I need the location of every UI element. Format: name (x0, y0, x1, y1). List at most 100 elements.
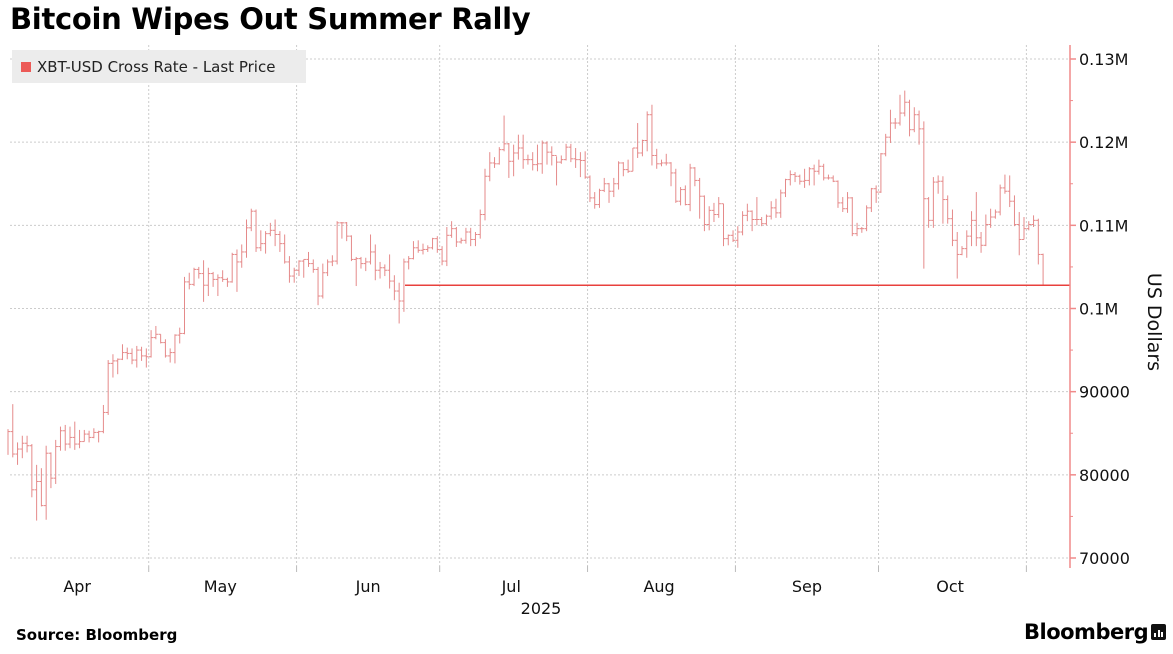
ohlc-bar (969, 211, 974, 247)
x-tick-label: Sep (792, 577, 822, 596)
y-tick-label: 0.11M (1079, 216, 1128, 235)
ohlc-bar (77, 429, 82, 449)
ohlc-bar (43, 445, 49, 520)
ohlc-bar (687, 163, 693, 212)
ohlc-bar (778, 189, 783, 218)
ohlc-bar (153, 325, 159, 340)
ohlc-bar (1036, 218, 1041, 265)
ohlc-bar (430, 237, 435, 250)
ohlc-bar (878, 152, 884, 193)
ohlc-bar (854, 222, 860, 237)
ohlc-bar (792, 172, 798, 183)
ohlc-bar (978, 231, 984, 253)
ohlc-bar (964, 230, 969, 258)
x-tick-label: Oct (936, 577, 964, 596)
legend: XBT-USD Cross Rate - Last Price (12, 50, 306, 83)
ohlc-bar (902, 90, 907, 117)
ohlc-bar (229, 252, 235, 283)
ohlc-bar (559, 155, 564, 164)
ohlc-bar (740, 211, 745, 236)
y-tick-label: 0.1M (1079, 300, 1118, 319)
ohlc-bar (110, 354, 116, 378)
ohlc-bar (745, 203, 750, 222)
ohlc-bar (497, 147, 502, 165)
ohlc-bar (1012, 195, 1017, 227)
ohlc-bar (373, 244, 378, 281)
ohlc-bar (907, 99, 912, 137)
ohlc-bar (306, 251, 311, 267)
ohlc-bar (468, 227, 473, 247)
gridlines (10, 45, 1070, 566)
ohlc-bar (258, 230, 264, 252)
ohlc-bar (387, 254, 392, 289)
ohlc-bar (220, 270, 225, 282)
ohlc-bar (439, 246, 445, 266)
ohlc-bar (10, 404, 15, 458)
ohlc-bar (139, 346, 144, 361)
ohlc-bar (811, 164, 817, 186)
ohlc-bar (144, 348, 149, 368)
ohlc-bar (272, 219, 278, 247)
ohlc-bar (377, 261, 383, 279)
ohlc-bar (935, 175, 941, 194)
ohlc-bar (425, 245, 430, 252)
ohlc-bar (592, 192, 597, 209)
ohlc-bar (363, 257, 368, 272)
ohlc-bar (86, 430, 92, 443)
ohlc-bar (239, 244, 244, 268)
ohlc-bar (1017, 212, 1022, 256)
ohlc-bar (611, 177, 616, 198)
ohlc-bar (91, 428, 97, 439)
ohlc-bar (730, 230, 736, 242)
ohlc-bar (644, 111, 650, 152)
ohlc-bar (873, 185, 879, 203)
ohlc-bar (540, 140, 545, 174)
ohlc-bar (831, 175, 836, 183)
ohlc-bar (482, 168, 488, 221)
x-axis: Apr May Jun Jul Aug Sep Oct (63, 566, 1027, 596)
ohlc-bar (7, 429, 11, 455)
ohlc-bar (148, 330, 154, 358)
ohlc-bar (606, 182, 612, 203)
ohlc-bar (716, 197, 721, 218)
y-tick-label: 0.12M (1079, 133, 1128, 152)
ohlc-bar (988, 208, 993, 228)
ohlc-bar (673, 168, 678, 203)
ohlc-bar (711, 202, 717, 223)
ohlc-bar (339, 222, 345, 239)
ohlc-bar (587, 175, 593, 203)
ohlc-bar (974, 192, 979, 247)
ohlc-bar (358, 256, 364, 269)
ohlc-bar (249, 208, 254, 232)
ohlc-bar (182, 276, 187, 335)
ohlc-bar (473, 231, 478, 247)
ohlc-bar (916, 110, 922, 145)
ohlc-bar (20, 435, 25, 459)
y-axis: 70000 80000 90000 0.1M 0.11M 0.12M 0.13M (1069, 45, 1130, 568)
ohlc-bar (816, 159, 822, 175)
ohlc-bar (630, 147, 636, 172)
ohlc-bar (764, 214, 769, 226)
ohlc-bar (206, 267, 211, 297)
ohlc-bar (396, 282, 402, 324)
x-tick-label: May (204, 577, 237, 596)
ohlc-bar (568, 143, 574, 163)
ohlc-bar (554, 154, 559, 186)
ohlc-bar (325, 259, 330, 277)
ohlc-bar (253, 209, 259, 252)
ohlc-bar (749, 210, 755, 232)
ohlc-bar (955, 231, 960, 279)
ohlc-bar (945, 195, 950, 224)
ohlc-bar (821, 163, 826, 181)
y-tick-label: 90000 (1079, 383, 1130, 402)
ohlc-bar (201, 260, 206, 302)
ohlc-bar (315, 266, 321, 306)
source-note: Source: Bloomberg (16, 626, 178, 644)
ohlc-bar (563, 143, 569, 161)
ohlc-bar (458, 237, 464, 244)
ohlc-bar (797, 174, 803, 185)
ohlc-bar (845, 192, 850, 213)
y-tick-label: 70000 (1079, 549, 1130, 568)
ohlc-bar (1007, 175, 1012, 208)
ohlc-bar (435, 236, 440, 253)
